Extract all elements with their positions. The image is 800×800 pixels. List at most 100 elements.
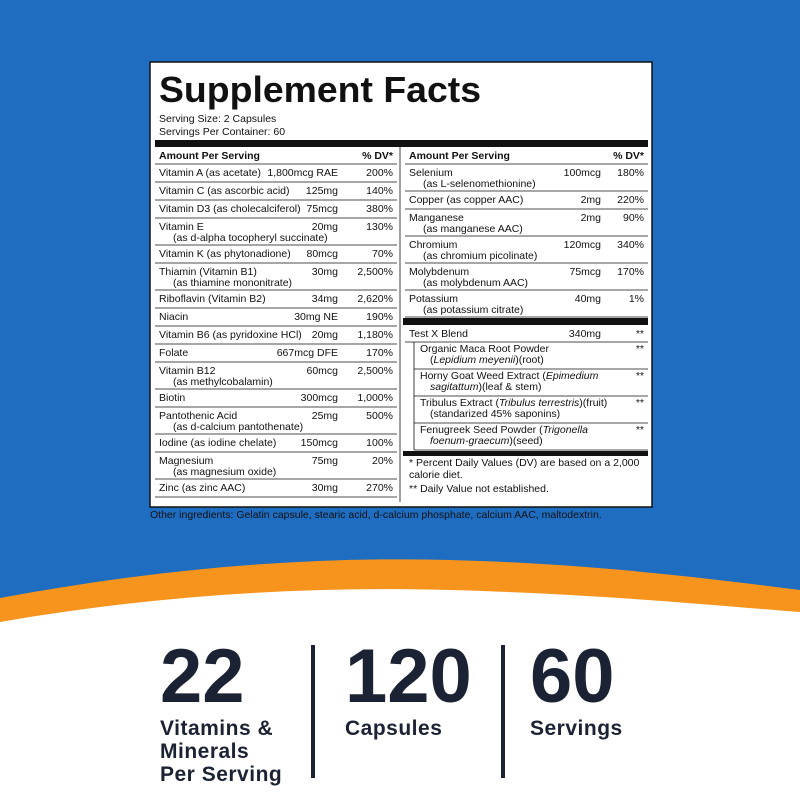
- nutrient-name: Pantothenic Acid: [159, 410, 237, 422]
- title: Supplement Facts: [159, 69, 481, 110]
- ingredient-text: Tribulus Extract (: [420, 397, 499, 409]
- nutrient-source: (as magnesium oxide): [173, 466, 276, 478]
- thick-bar: [155, 140, 648, 147]
- facts-panel: [149, 61, 653, 508]
- nutrient-amount: 1,800mcg RAE: [267, 167, 338, 179]
- ingredient-line: Fenugreek Seed Powder (Trigonella: [420, 424, 588, 436]
- stat-label: Capsules: [345, 717, 442, 740]
- nutrient-amount: 40mg: [575, 293, 601, 305]
- nutrient-amount: 100mcg: [564, 167, 602, 179]
- nutrient-dv: 130%: [366, 221, 393, 233]
- ingredient-text: sagitattum: [430, 381, 479, 393]
- white-area: [0, 589, 800, 800]
- nutrient-source: (as manganese AAC): [423, 223, 523, 235]
- blend-amount: 340mg: [569, 328, 601, 340]
- servings-per-container: Servings Per Container: 60: [159, 126, 285, 138]
- nutrient-amount: 2mg: [581, 212, 602, 224]
- nutrient-amount: 125mg: [306, 185, 338, 197]
- ingredient-line: Horny Goat Weed Extract (Epimedium: [420, 370, 599, 382]
- stat-number: 22: [160, 634, 245, 719]
- ingredient-line: (Lepidium meyenii)(root): [430, 354, 544, 366]
- nutrient-amount: 2mg: [581, 194, 602, 206]
- nutrient-name: Vitamin C (as ascorbic acid): [159, 185, 290, 197]
- nutrient-name: Magnesium: [159, 455, 214, 467]
- nutrient-dv: 380%: [366, 203, 393, 215]
- nutrient-name: Selenium: [409, 167, 453, 179]
- ingredient-text: (: [430, 354, 434, 366]
- nutrient-dv: 190%: [366, 311, 393, 323]
- nutrient-source: (as d-alpha tocopheryl succinate): [173, 232, 328, 244]
- nutrient-name: Niacin: [159, 311, 188, 323]
- ingredient-text: Tribulus terrestris: [499, 397, 580, 409]
- nutrient-amount: 300mcg: [301, 392, 339, 404]
- nutrient-name: Potassium: [409, 293, 458, 305]
- nutrient-name: Biotin: [159, 392, 185, 404]
- ingredient-text: Organic Maca Root Powder: [420, 343, 549, 355]
- nutrient-amount: 80mcg: [306, 248, 338, 260]
- nutrient-name: Molybdenum: [409, 266, 469, 278]
- nutrient-dv: 1,180%: [357, 329, 393, 341]
- nutrient-amount: 150mcg: [301, 437, 339, 449]
- nutrient-amount: 30mg NE: [294, 311, 338, 323]
- column-header: % DV*: [613, 150, 645, 162]
- nutrient-dv: 200%: [366, 167, 393, 179]
- footnote: calorie diet.: [409, 469, 463, 481]
- other-ingredients: Other ingredients: Gelatin capsule, stea…: [150, 509, 602, 521]
- nutrient-dv: 170%: [366, 347, 393, 359]
- nutrient-source: (as d-calcium pantothenate): [173, 421, 303, 433]
- nutrient-dv: 2,500%: [357, 365, 393, 377]
- nutrient-name: Folate: [159, 347, 188, 359]
- stat-number: 120: [345, 634, 472, 719]
- nutrient-source: (as molybdenum AAC): [423, 277, 528, 289]
- nutrient-dv: 340%: [617, 239, 644, 251]
- nutrient-amount: 30mg: [312, 266, 338, 278]
- ingredient-text: )(root): [515, 354, 544, 366]
- ingredient-text: )(fruit): [579, 397, 607, 409]
- nutrient-source: (as thiamine mononitrate): [173, 277, 292, 289]
- ingredient-text: Trigonella: [543, 424, 588, 436]
- ingredient-text: Lepidium meyenii: [434, 354, 516, 366]
- thick-bar: [403, 318, 648, 325]
- nutrient-amount: 75mcg: [569, 266, 601, 278]
- nutrient-dv: 500%: [366, 410, 393, 422]
- ingredient-line: Tribulus Extract (Tribulus terrestris)(f…: [420, 397, 607, 409]
- footnote: * Percent Daily Values (DV) are based on…: [409, 457, 640, 469]
- nutrient-amount: 34mg: [312, 293, 338, 305]
- nutrient-amount: 60mcg: [306, 365, 338, 377]
- nutrient-name: Chromium: [409, 239, 458, 251]
- nutrient-amount: 75mg: [312, 455, 338, 467]
- ingredient-line: (standarized 45% saponins): [430, 408, 560, 420]
- stat-label: Per Serving: [160, 763, 282, 786]
- nutrient-amount: 667mcg DFE: [277, 347, 338, 359]
- thick-bar: [403, 451, 648, 456]
- nutrient-dv: 1,000%: [357, 392, 393, 404]
- nutrient-amount: 30mg: [312, 482, 338, 494]
- nutrient-dv: 1%: [629, 293, 644, 305]
- nutrient-name: Vitamin B6 (as pyridoxine HCl): [159, 329, 302, 341]
- stat-label: Vitamins &: [160, 717, 273, 740]
- nutrient-name: Manganese: [409, 212, 464, 224]
- column-header: Amount Per Serving: [159, 150, 260, 162]
- nutrient-dv: 2,500%: [357, 266, 393, 278]
- nutrient-amount: 75mcg: [306, 203, 338, 215]
- stat-label: Servings: [530, 717, 623, 740]
- column-header: Amount Per Serving: [409, 150, 510, 162]
- nutrient-name: Vitamin E: [159, 221, 204, 233]
- ingredient-dv: **: [636, 397, 644, 409]
- stat-label: Minerals: [160, 740, 249, 763]
- ingredient-dv: **: [636, 343, 644, 355]
- ingredient-text: )(seed): [509, 435, 542, 447]
- ingredient-dv: **: [636, 424, 644, 436]
- nutrient-name: Zinc (as zinc AAC): [159, 482, 245, 494]
- nutrient-amount: 20mg: [312, 221, 338, 233]
- nutrient-source: (as potassium citrate): [423, 304, 523, 316]
- nutrient-dv: 2,620%: [357, 293, 393, 305]
- serving-size: Serving Size: 2 Capsules: [159, 113, 276, 125]
- nutrient-amount: 20mg: [312, 329, 338, 341]
- nutrient-dv: 20%: [372, 455, 393, 467]
- nutrient-source: (as methylcobalamin): [173, 376, 273, 388]
- ingredient-text: )(leaf & stem): [478, 381, 541, 393]
- nutrient-source: (as L-selenomethionine): [423, 178, 536, 190]
- nutrient-dv: 180%: [617, 167, 644, 179]
